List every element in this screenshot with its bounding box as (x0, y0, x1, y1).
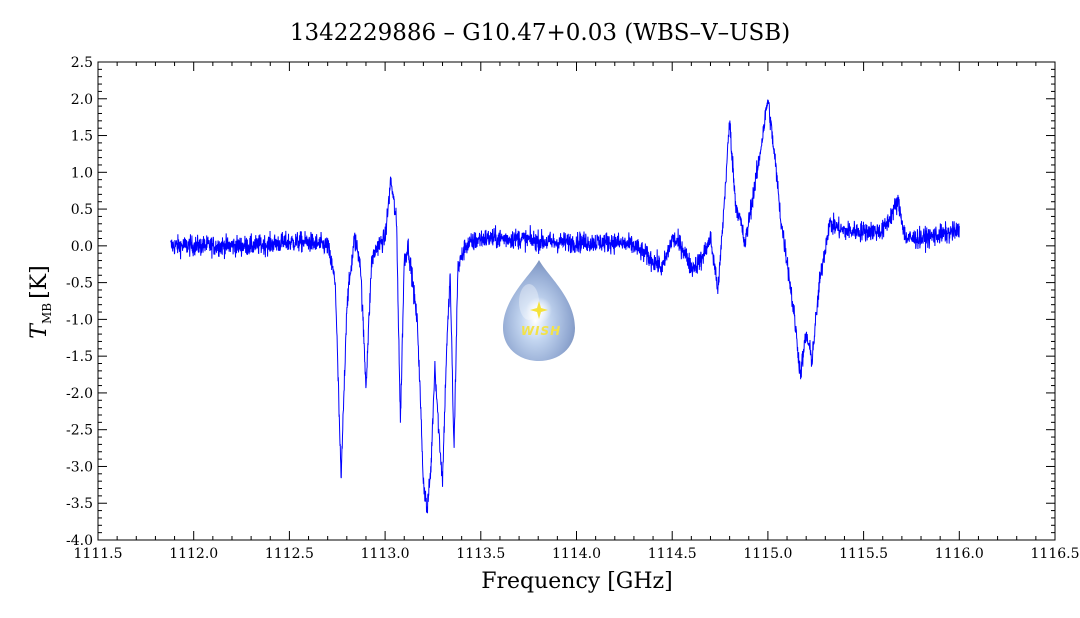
x-tick-label: 1113.0 (361, 546, 410, 562)
chart-title: 1342229886 – G10.47+0.03 (WBS–V–USB) (290, 20, 790, 46)
x-tick-label: 1112.0 (169, 546, 218, 562)
y-axis: 2.5 2.0 1.5 1.0 0.5 0.0 -0.5 -1.0 -1.5 -2.0 -2.5 -3… (66, 55, 1055, 549)
x-tick-label: 1115.0 (743, 546, 792, 562)
x-axis-label: Frequency [GHz] (481, 569, 673, 594)
x-tick-label: 1115.5 (839, 546, 888, 562)
x-tick-label: 1111.5 (74, 546, 123, 562)
plot-frame (97, 61, 1056, 541)
x-tick-label: 1116.0 (935, 546, 984, 562)
x-tick-label: 1116.5 (1031, 546, 1080, 562)
y-tick-label: 2.0 (71, 92, 93, 108)
y-tick-label: 1.5 (71, 129, 93, 145)
y-axis-subscript: MB (40, 303, 54, 324)
y-tick-label: -4.0 (66, 533, 93, 549)
x-tick-label: 1114.0 (552, 546, 601, 562)
y-axis-unit: [K] (27, 265, 52, 299)
y-tick-label: -2.0 (66, 386, 93, 402)
x-axis: 1111.5 1112.0 1112.5 1113.0 1113.5 1114.0 1114… (74, 62, 1080, 562)
y-tick-label: -1.0 (66, 312, 93, 328)
y-tick-label: -2.5 (66, 423, 93, 439)
y-tick-label: 1.0 (71, 165, 93, 181)
spectrum-line (170, 99, 960, 514)
wish-logo: WISH (503, 260, 575, 361)
y-tick-label: 0.5 (71, 202, 93, 218)
y-tick-label: -3.5 (66, 496, 93, 512)
y-axis-label: TMB [K] (27, 265, 54, 338)
y-axis-symbol: T (27, 322, 52, 339)
y-tick-label: -1.5 (66, 349, 93, 365)
y-tick-label: 2.5 (71, 55, 93, 71)
logo-text: WISH (521, 324, 561, 338)
x-tick-label: 1112.5 (265, 546, 314, 562)
y-tick-label: 0.0 (71, 239, 93, 255)
y-tick-label: -0.5 (66, 276, 93, 292)
y-tick-label: -3.0 (66, 459, 93, 475)
x-tick-label: 1113.5 (456, 546, 505, 562)
x-tick-label: 1114.5 (648, 546, 697, 562)
